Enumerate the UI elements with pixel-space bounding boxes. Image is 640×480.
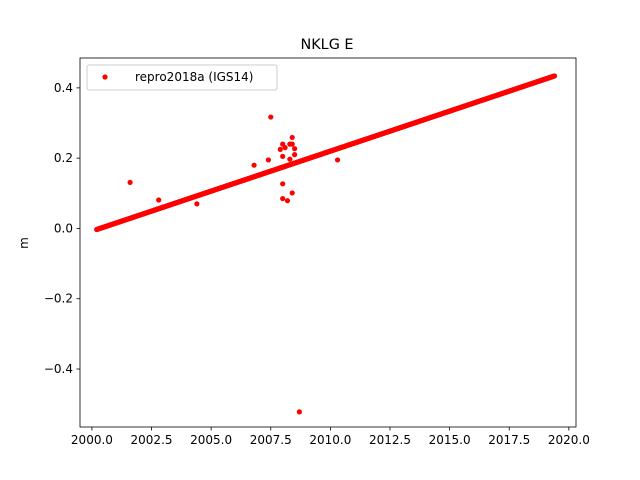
legend: repro2018a (IGS14) — [86, 64, 278, 91]
x-tick-label: 2007.5 — [250, 433, 292, 447]
outlier-point — [280, 181, 286, 187]
outlier-point — [289, 134, 295, 141]
y-axis: −0.4 −0.2 0.0 0.2 0.4 — [44, 81, 80, 376]
outlier-point — [277, 146, 283, 152]
outlier-point — [251, 162, 257, 168]
x-tick-label: 2015.0 — [429, 433, 471, 447]
legend-marker — [102, 74, 108, 80]
outlier-point — [289, 141, 295, 147]
outlier-point — [282, 145, 288, 151]
y-tick-label: −0.2 — [44, 292, 73, 306]
outlier-point — [280, 153, 286, 159]
outlier-point — [334, 157, 341, 163]
outlier-point — [287, 156, 293, 162]
legend-box — [86, 64, 278, 91]
plot-points — [94, 73, 558, 415]
x-tick-label: 2000.0 — [71, 433, 113, 447]
x-tick-label: 2002.5 — [131, 433, 173, 447]
outlier-point — [268, 114, 274, 120]
x-tick-label: 2012.5 — [369, 433, 411, 447]
y-axis-label: m — [17, 237, 31, 249]
outlier-point — [280, 195, 286, 202]
outlier-point — [127, 179, 133, 186]
x-tick-label: 2010.0 — [309, 433, 351, 447]
x-tick-label: 2020.0 — [548, 433, 590, 447]
outlier-point — [292, 146, 298, 152]
outlier-point — [284, 198, 291, 204]
outlier-point — [265, 157, 271, 163]
outlier-point — [194, 201, 200, 207]
outlier-point — [292, 152, 298, 158]
plot-frame — [79, 57, 577, 428]
y-tick-label: 0.4 — [54, 81, 73, 95]
data-point — [551, 73, 558, 79]
x-tick-label: 2005.0 — [190, 433, 232, 447]
x-tick-label: 2017.5 — [488, 433, 530, 447]
x-axis: 2000.0 2002.5 2005.0 2007.5 2010.0 2012.5 2015… — [71, 427, 590, 447]
outlier-point — [296, 409, 302, 415]
y-tick-label: 0.0 — [54, 221, 73, 235]
chart-title: NKLG E — [300, 37, 353, 53]
outlier-point — [156, 197, 162, 203]
legend-label: repro2018a (IGS14) — [135, 70, 253, 84]
y-tick-label: 0.2 — [54, 151, 73, 165]
y-tick-label: −0.4 — [44, 362, 73, 376]
outlier-point — [289, 190, 295, 196]
